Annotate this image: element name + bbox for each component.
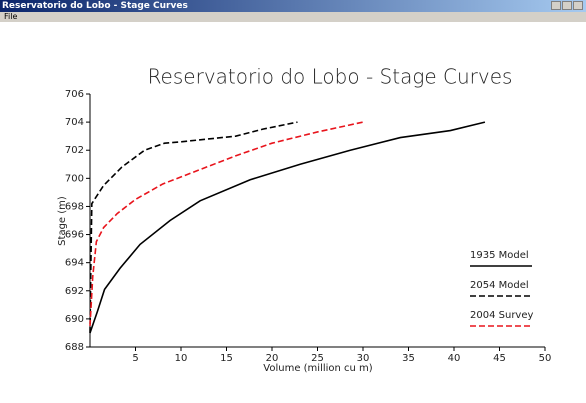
y-tick-label: 698: [65, 201, 84, 212]
x-tick-label: 45: [493, 353, 506, 364]
x-tick-label: 25: [311, 353, 324, 364]
x-tick-label: 50: [539, 353, 552, 364]
chart-title: Reservatorio do Lobo - Stage Curves: [148, 65, 513, 89]
y-tick-label: 696: [65, 230, 84, 241]
window-title: Reservatorio do Lobo - Stage Curves: [2, 1, 188, 11]
y-tick-label: 694: [65, 258, 84, 269]
chart: Reservatorio do Lobo - Stage Curves Volu…: [57, 65, 552, 375]
title-bar: Reservatorio do Lobo - Stage Curves: [0, 0, 586, 12]
close-button[interactable]: [573, 1, 583, 10]
x-tick-label: 5: [132, 353, 138, 364]
legend-label: 2054 Model: [470, 280, 529, 291]
y-tick-label: 690: [65, 314, 84, 325]
x-tick-label: 35: [402, 353, 415, 364]
x-tick-label: 15: [220, 353, 233, 364]
legend-label: 1935 Model: [470, 250, 529, 261]
series-line: [89, 121, 364, 326]
y-tick-label: 706: [65, 89, 84, 100]
minimize-button[interactable]: [551, 1, 561, 10]
x-axis-label: Volume (million cu m): [263, 363, 373, 374]
series-line: [89, 121, 298, 333]
series-line: [89, 121, 486, 334]
menu-bar: File: [0, 12, 586, 22]
x-tick-label: 20: [266, 353, 279, 364]
y-tick-label: 692: [65, 286, 84, 297]
x-tick-label: 40: [448, 353, 461, 364]
y-tick-label: 688: [65, 342, 84, 353]
menu-item[interactable]: File: [4, 12, 18, 21]
y-tick-label: 702: [65, 145, 84, 156]
x-tick-label: 10: [175, 353, 188, 364]
legend-label: 2004 Survey: [470, 310, 533, 321]
y-tick-label: 704: [65, 117, 84, 128]
y-axis-label: Stage (m): [57, 196, 68, 246]
maximize-button[interactable]: [562, 1, 572, 10]
y-tick-label: 700: [65, 173, 84, 184]
x-tick-label: 30: [357, 353, 370, 364]
